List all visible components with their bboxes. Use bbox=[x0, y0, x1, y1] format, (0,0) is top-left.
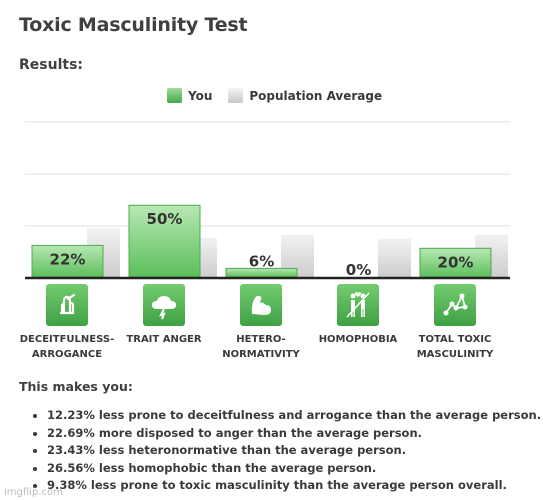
summary-item: 26.56% less homophobic than the average … bbox=[47, 460, 541, 478]
category-homophobia: HOMOPHOBIA bbox=[310, 284, 406, 347]
data-label-you: 20% bbox=[438, 253, 474, 271]
legend-swatch-you bbox=[167, 88, 182, 103]
data-label-you: 0% bbox=[346, 261, 371, 279]
legend-item-you: You bbox=[167, 88, 212, 103]
data-label-you: 6% bbox=[249, 252, 274, 270]
data-label-you: 50% bbox=[147, 210, 183, 228]
category-label: TOTAL TOXIC MASCULINITY bbox=[416, 334, 494, 360]
chart-legend: You Population Average bbox=[167, 88, 398, 103]
category-label: HOMOPHOBIA bbox=[318, 334, 398, 345]
category-label: DECEITFULNESS- ARROGANCE bbox=[19, 334, 115, 360]
makes-you-heading: This makes you: bbox=[19, 379, 133, 394]
network-icon bbox=[434, 284, 476, 326]
summary-item: 22.69% more disposed to anger than the a… bbox=[47, 425, 541, 443]
category-label: HETERO- NORMATIVITY bbox=[222, 334, 300, 360]
summary-item: 23.43% less heteronormative than the ave… bbox=[47, 442, 541, 460]
legend-label-you: You bbox=[188, 88, 213, 103]
category-label: TRAIT ANGER bbox=[126, 334, 202, 345]
storm-cloud-icon bbox=[143, 284, 185, 326]
legend-label-population: Population Average bbox=[249, 88, 383, 103]
bar-chart: 22% 50% 6% 0% 20% bbox=[25, 121, 510, 280]
data-label-you: 22% bbox=[50, 250, 86, 268]
category-trait-anger: TRAIT ANGER bbox=[116, 284, 212, 347]
summary-item: 12.23% less prone to deceitfulness and a… bbox=[47, 407, 541, 425]
summary-list: 12.23% less prone to deceitfulness and a… bbox=[19, 407, 541, 495]
watermark: imgflip.com bbox=[4, 487, 63, 498]
crossed-fingers-icon bbox=[46, 284, 88, 326]
flexed-arm-icon bbox=[240, 284, 282, 326]
legend-item-population: Population Average bbox=[228, 88, 382, 103]
page-title: Toxic Masculinity Test bbox=[19, 14, 248, 36]
bar-you bbox=[128, 204, 201, 278]
bar-population bbox=[378, 238, 411, 277]
category-deceitfulness: DECEITFULNESS- ARROGANCE bbox=[19, 284, 115, 362]
category-heteronormativity: HETERO- NORMATIVITY bbox=[213, 284, 309, 362]
couple-icon bbox=[337, 284, 379, 326]
legend-swatch-population bbox=[228, 88, 244, 103]
summary-item: 9.38% less prone to toxic masculinity th… bbox=[47, 477, 541, 495]
bar-you bbox=[419, 247, 492, 278]
results-label: Results: bbox=[19, 57, 83, 73]
category-total: TOTAL TOXIC MASCULINITY bbox=[407, 284, 503, 362]
